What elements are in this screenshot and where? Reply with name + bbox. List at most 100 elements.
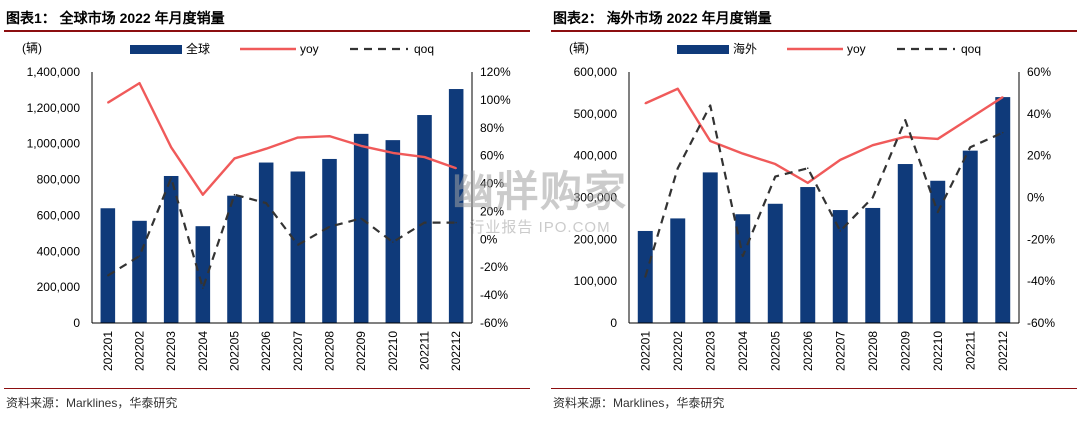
figure-title: 图表1： 全球市场 2022 年月度销量 [6,10,225,26]
right-tick-label: 120% [480,65,511,79]
right-tick-label: 100% [480,93,511,107]
qoq-point [423,221,426,224]
category-label: 202212 [996,331,1010,371]
yoy-point [806,182,809,184]
left-tick-label: 1,000,000 [27,137,81,151]
right-tick-label: 20% [1027,149,1051,163]
category-label: 202205 [228,331,242,371]
title-divider [4,30,530,32]
category-label: 202208 [323,331,337,371]
left-tick-label: 400,000 [574,149,618,163]
yoy-point [265,147,267,150]
right-tick-label: 40% [1027,107,1051,121]
bar [448,89,464,324]
left-tick-label: 500,000 [574,107,618,121]
bar [800,187,816,323]
legend-swatch-bar [677,45,729,54]
qoq-point [936,211,939,213]
right-tick-label: -40% [1027,274,1055,288]
qoq-point [297,244,299,246]
category-label: 202210 [931,331,945,371]
bar [258,162,274,323]
chart-panel-overseas: 图表2： 海外市场 2022 年月度销量 (辆) 0 100,000 200,000 3… [551,0,1081,421]
global-sales-chart: (辆) 0 200,000 400,000 600,000 800,000 1,000,00… [22,41,511,371]
bar [897,164,913,323]
category-label: 202201 [638,331,652,371]
legend-label: yoy [847,42,866,56]
bar [417,115,432,324]
unit-label: (辆) [22,41,42,55]
left-tick-label: 1,200,000 [27,101,81,115]
category-label: 202201 [101,331,115,371]
left-tick-label: 600,000 [574,65,618,79]
legend-label: qoq [961,42,981,56]
bar [930,180,946,323]
category-label: 202209 [898,331,912,371]
legend-swatch-bar [130,45,182,54]
category-label: 202211 [418,331,432,370]
category-label: 202211 [963,331,977,370]
legend-label: 海外 [733,41,757,56]
qoq-point [644,276,647,278]
left-tick-label: 0 [73,316,80,330]
category-label: 202204 [196,331,210,371]
category-label: 202208 [866,331,880,371]
chart-panel-global: 图表1： 全球市场 2022 年月度销量 (辆) 0 200,000 400,000 6… [4,0,534,421]
yoy-point [170,146,172,149]
qoq-line [644,104,1004,278]
left-tick-label: 400,000 [37,244,81,258]
left-tick-label: 300,000 [574,191,618,205]
qoq-point [392,241,394,243]
qoq-point [969,146,972,149]
category-label: 202202 [133,331,147,371]
overseas-sales-chart: (辆) 0 100,000 200,000 300,000 400,000 500,000 6… [569,41,1055,371]
bar [322,158,337,323]
qoq-point [741,255,744,257]
yoy-point [774,163,777,165]
category-label: 202204 [736,331,750,371]
yoy-point [969,117,972,119]
qoq-point [709,104,712,107]
bar [163,175,179,323]
bar [832,210,848,323]
qoq-point [839,230,842,232]
left-tick-label: 200,000 [37,280,81,294]
right-tick-label: -60% [1027,316,1055,330]
yoy-point [297,136,299,139]
source-divider [551,388,1077,389]
bar [353,133,369,323]
source-note: 资料来源：Marklines，华泰研究 [553,396,725,410]
left-tick-label: 200,000 [574,232,618,246]
bar [702,172,718,323]
qoq-point [107,274,109,277]
qoq-line [107,176,457,290]
qoq-point [774,175,777,178]
qoq-point [138,255,141,257]
right-tick-label: 0% [480,232,498,246]
source-divider [4,388,530,389]
category-label: 202207 [291,331,305,371]
qoq-point [170,177,172,179]
title-divider [551,30,1077,32]
category-label: 202203 [164,331,178,371]
category-label: 202207 [833,331,847,371]
legend-label: 全球 [186,41,210,56]
bar [385,140,401,323]
yoy-point [839,159,842,161]
right-tick-label: -20% [480,260,508,274]
legend-label: qoq [414,42,434,56]
yoy-point [107,101,109,104]
bar [100,208,116,323]
category-label: 202209 [354,331,368,371]
bar [290,171,306,323]
right-tick-label: 60% [480,149,504,163]
legend-label: yoy [300,42,319,56]
bar [670,218,686,323]
left-tick-label: 0 [610,316,617,330]
category-label: 202210 [386,331,400,371]
yoy-line [107,81,457,196]
right-tick-label: 80% [480,121,504,135]
qoq-point [806,167,809,170]
right-tick-label: 60% [1027,65,1051,79]
yoy-point [904,136,907,138]
